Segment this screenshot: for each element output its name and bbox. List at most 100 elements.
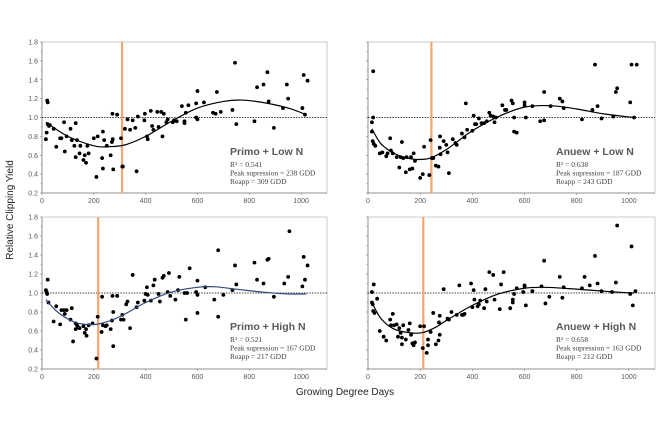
data-point	[81, 324, 86, 329]
y-tick-label: 0.8	[28, 134, 38, 141]
data-point	[542, 258, 547, 263]
data-point	[261, 82, 266, 87]
data-point	[160, 134, 165, 139]
data-point	[433, 342, 438, 347]
data-point	[252, 119, 257, 124]
data-point	[512, 115, 517, 120]
y-tick-label: 1.0	[28, 291, 38, 298]
data-point	[388, 136, 393, 141]
data-point	[123, 126, 127, 131]
data-point	[462, 312, 467, 316]
data-point	[150, 124, 155, 128]
data-point	[450, 137, 455, 142]
data-point	[286, 96, 291, 101]
data-point	[54, 144, 59, 149]
data-point	[91, 136, 96, 141]
data-point	[407, 321, 412, 326]
data-point	[463, 101, 468, 106]
data-point	[282, 281, 287, 286]
data-point	[266, 256, 271, 261]
x-tick-label: 0	[366, 374, 370, 381]
data-point	[301, 255, 306, 259]
data-point	[271, 294, 276, 299]
data-point	[509, 98, 514, 103]
data-point	[95, 314, 100, 319]
data-point	[437, 332, 442, 337]
data-point	[542, 90, 547, 94]
data-point	[426, 337, 430, 342]
data-point	[82, 331, 87, 335]
data-point	[151, 127, 156, 132]
data-point	[487, 110, 492, 115]
data-point	[436, 164, 441, 169]
y-tick-label: 1.8	[28, 40, 38, 47]
data-point	[216, 314, 221, 319]
panel-1: 0.2 0.4 0.6 0.8 1.0 1.2 1.4 1.6 1.8 0 200 400 600 800…	[28, 40, 328, 205]
y-tick-label: 0.4	[28, 348, 38, 355]
data-point	[409, 155, 413, 160]
data-point	[595, 104, 600, 109]
data-point	[216, 248, 221, 253]
data-point	[403, 170, 408, 175]
data-point	[44, 130, 49, 135]
x-tick-label: 200	[414, 198, 426, 205]
x-tick-label: 800	[243, 374, 255, 381]
data-point	[303, 277, 307, 282]
data-point	[54, 304, 59, 309]
y-tick-label: 1.2	[28, 96, 38, 103]
y-tick-label: 1.4	[28, 77, 38, 84]
data-point	[108, 153, 113, 158]
data-point	[110, 137, 115, 142]
data-point	[371, 282, 376, 287]
data-point	[482, 306, 487, 311]
data-point	[230, 108, 235, 112]
y-tick-label: 0.8	[28, 310, 38, 317]
data-point	[194, 101, 199, 106]
data-point	[234, 282, 239, 287]
data-point	[161, 274, 166, 278]
data-point	[418, 324, 423, 329]
data-point	[69, 306, 74, 311]
x-tick-label: 800	[243, 198, 255, 205]
data-point	[508, 306, 513, 311]
data-point	[286, 274, 291, 279]
data-point	[195, 117, 200, 122]
data-point	[300, 284, 305, 289]
data-point	[426, 343, 430, 348]
data-point	[377, 329, 382, 333]
data-point	[135, 300, 140, 305]
data-point	[474, 122, 479, 127]
data-point	[130, 118, 135, 123]
fit-curve	[371, 104, 635, 161]
data-point	[51, 319, 56, 324]
x-tick-label: 600	[192, 374, 204, 381]
data-point	[514, 130, 519, 135]
x-tick-label: 0	[40, 198, 44, 205]
data-point	[441, 139, 446, 143]
data-point	[394, 322, 399, 327]
data-point	[628, 100, 633, 105]
data-point	[177, 274, 182, 279]
data-point	[599, 116, 604, 121]
y-tick-label: 1.6	[28, 234, 38, 241]
data-point	[428, 138, 433, 143]
data-point	[630, 303, 635, 308]
data-point	[221, 293, 226, 297]
data-point	[401, 323, 406, 328]
data-point	[492, 120, 497, 125]
data-point	[547, 294, 552, 299]
data-point	[437, 313, 442, 318]
data-point	[385, 151, 390, 156]
x-tick-label: 800	[571, 374, 583, 381]
panel-stat: R² = 0.658	[556, 335, 588, 344]
data-point	[411, 343, 416, 348]
data-point	[99, 330, 104, 334]
data-point	[300, 106, 305, 110]
data-point	[115, 293, 120, 298]
panel-title: Anuew + Low N	[556, 146, 634, 158]
data-point	[388, 317, 393, 322]
data-point	[167, 271, 171, 275]
data-point	[396, 334, 400, 339]
panel-title: Primo + Low N	[230, 146, 303, 158]
data-point	[431, 311, 436, 315]
